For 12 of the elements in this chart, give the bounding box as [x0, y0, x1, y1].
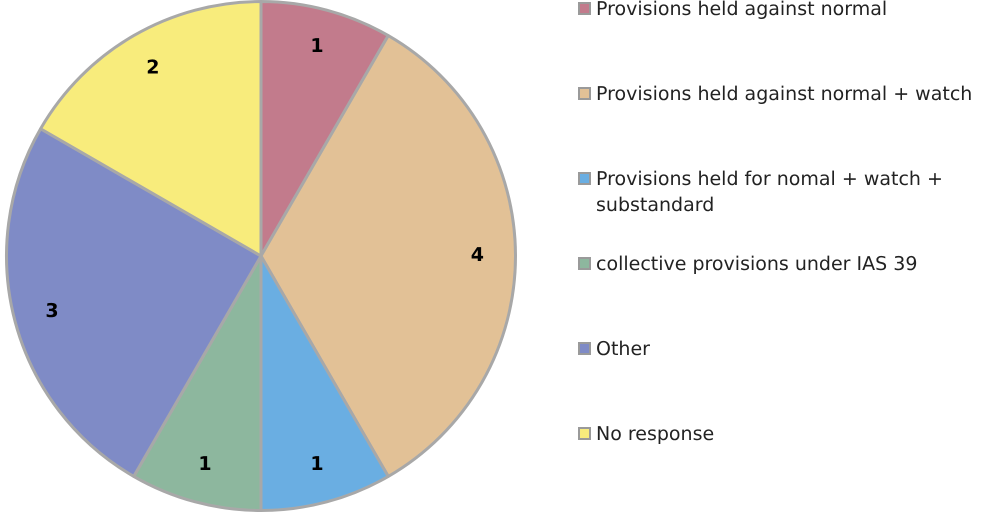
legend-label: Provisions held for nomal + watch + substandard — [596, 167, 944, 218]
data-label: 3 — [45, 300, 59, 322]
legend-label: Provisions held against normal — [596, 0, 888, 22]
data-label: 1 — [310, 452, 324, 475]
data-label: 1 — [198, 452, 212, 475]
legend-label: Other — [596, 337, 650, 362]
data-label: 4 — [470, 244, 484, 266]
legend-label: Provisions held against normal + watch — [596, 82, 972, 107]
data-label: 1 — [310, 34, 324, 57]
data-label: 2 — [146, 56, 160, 79]
legend-label: No response — [596, 422, 714, 447]
legend-label: collective provisions under IAS 39 — [596, 252, 918, 277]
